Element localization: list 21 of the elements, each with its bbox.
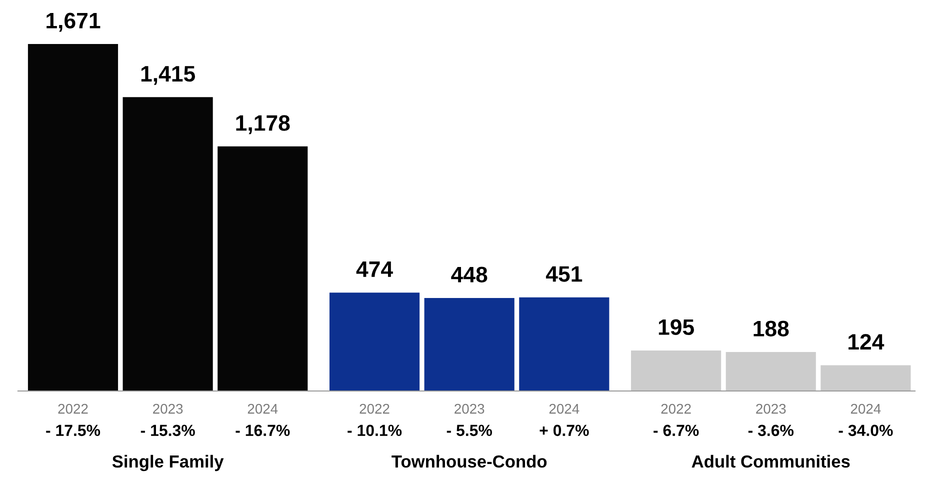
data-label: 474 (356, 262, 393, 277)
category-label: 2024 + 0.7% (540, 404, 589, 436)
data-label: 1,415 (141, 66, 196, 85)
data-label: 124 (848, 334, 884, 350)
category-label: 2024 - 16.7% (236, 404, 290, 436)
data-label: 451 (546, 266, 582, 282)
category-label: 2023 - 3.6% (748, 404, 794, 436)
category-label: 2022 - 17.5% (46, 404, 100, 436)
data-label: 1,178 (236, 115, 290, 134)
category-label: 2023 - 15.3% (140, 404, 195, 436)
category-label: 2024 - 34.0% (838, 404, 893, 436)
category-label: 2022 - 6.7% (654, 404, 699, 436)
data-label: 1,671 (46, 12, 100, 32)
text: Townhouse-Condo (392, 454, 547, 468)
category-label: 2022 - 10.1% (348, 404, 402, 436)
data-label: 448 (451, 266, 488, 282)
text: Adult Communities (692, 454, 850, 468)
data-label: 195 (658, 319, 694, 336)
text: Single Family (112, 454, 224, 472)
data-label: 188 (754, 320, 789, 336)
category-label: 2023 - 5.5% (446, 404, 492, 436)
